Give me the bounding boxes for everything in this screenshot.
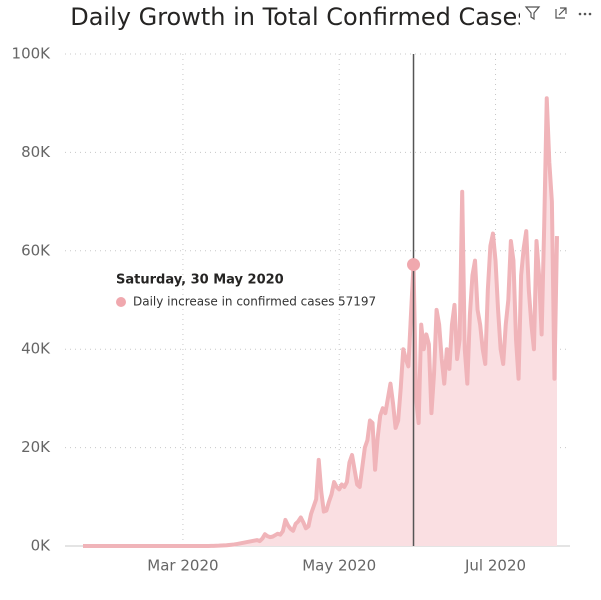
tooltip-series-name: Daily increase in confirmed cases <box>133 295 335 309</box>
more-options-icon[interactable] <box>578 12 592 16</box>
y-tick-label: 100K <box>12 45 52 63</box>
filter-icon[interactable] <box>524 6 541 21</box>
header-icons <box>520 0 601 28</box>
tooltip: Saturday, 30 May 2020 Daily increase in … <box>116 273 376 309</box>
y-tick-label: 80K <box>21 143 51 161</box>
y-tick-label: 20K <box>21 438 51 456</box>
hover-point <box>407 258 421 272</box>
y-tick-label: 0K <box>31 537 52 555</box>
focus-icon[interactable] <box>555 7 567 19</box>
x-tick-label: Mar 2020 <box>147 557 218 575</box>
y-tick-label: 40K <box>21 340 51 358</box>
plot-area: 0K 20K 40K 60K 80K 100K Mar 2020 May 2020 Jul 20… <box>12 45 570 575</box>
chart-title: Daily Growth in Total Confirmed Cases <box>70 3 530 31</box>
line <box>83 96 559 548</box>
area <box>83 98 557 546</box>
tooltip-legend-marker <box>116 297 126 307</box>
y-tick-label: 60K <box>21 241 51 259</box>
x-tick-label: Jul 2020 <box>464 557 526 575</box>
x-tick-label: May 2020 <box>302 557 376 575</box>
tooltip-value: 57197 <box>338 295 376 309</box>
tooltip-title: Saturday, 30 May 2020 <box>116 273 284 288</box>
